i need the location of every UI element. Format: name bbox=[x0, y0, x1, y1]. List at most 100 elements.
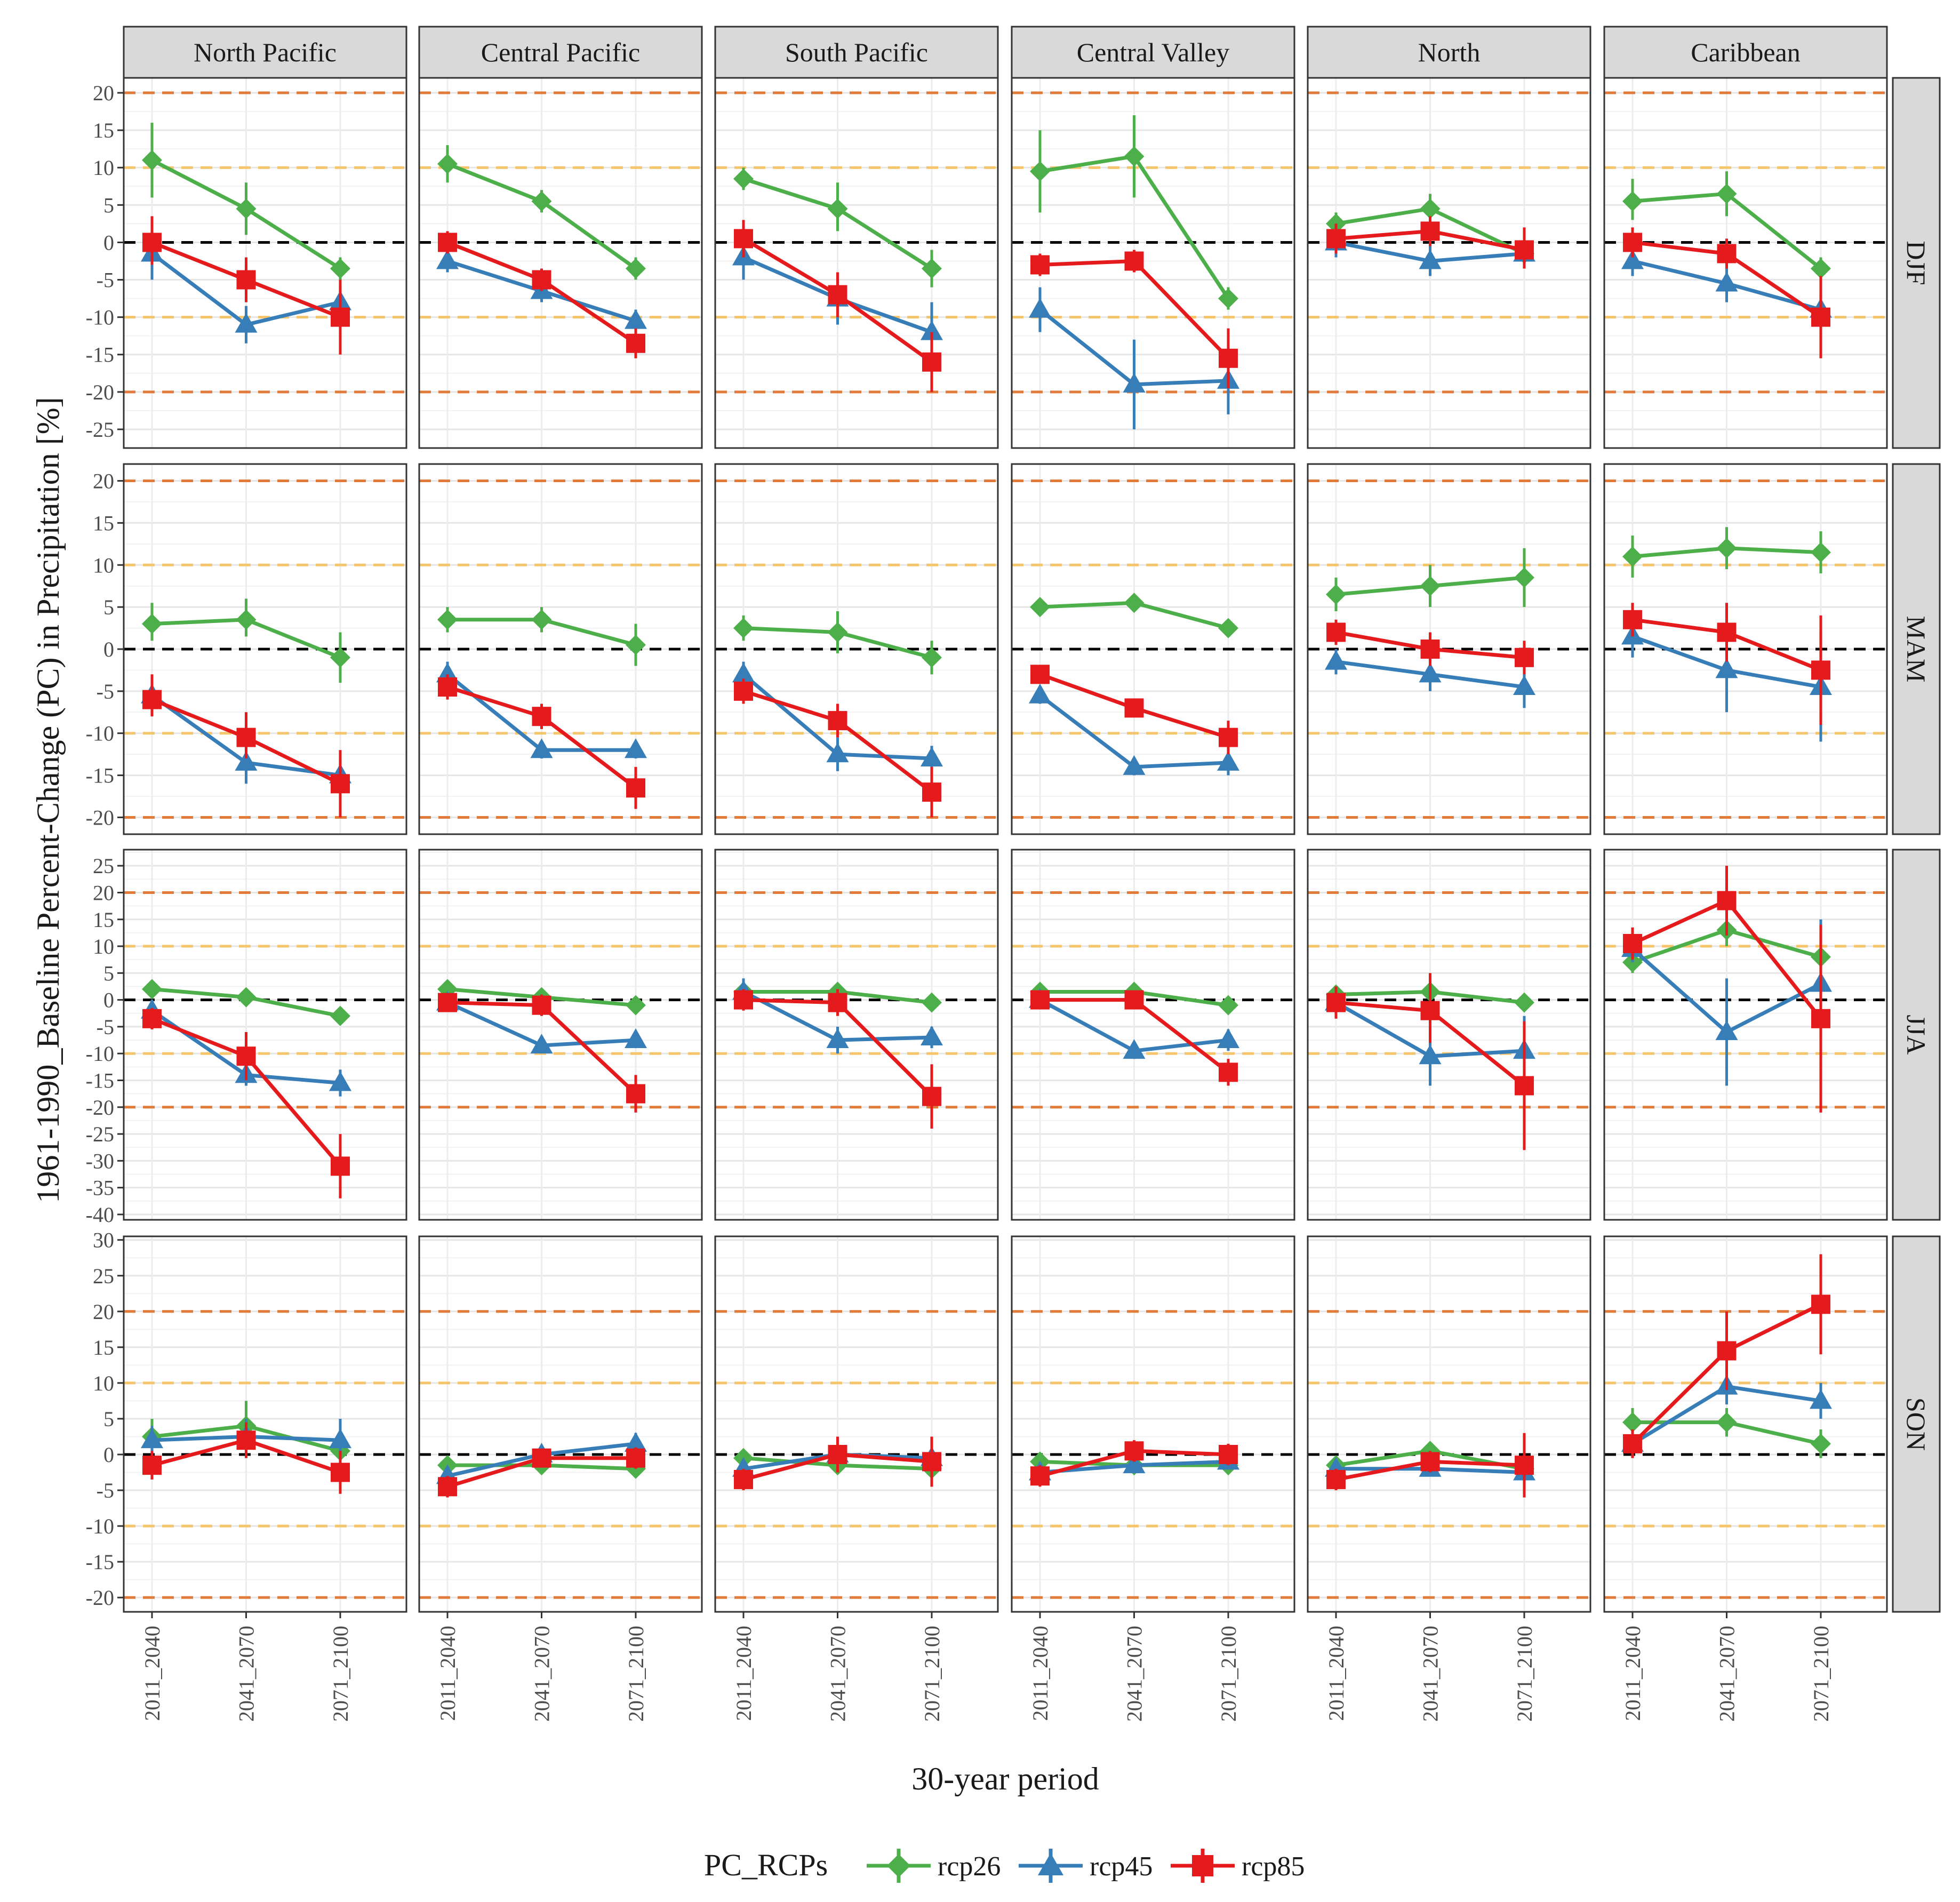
series-rcp85 bbox=[142, 216, 350, 355]
panel-border bbox=[418, 463, 703, 835]
y-tick-label: -20 bbox=[86, 805, 114, 829]
panel-bg bbox=[1604, 850, 1887, 1220]
point-rcp26 bbox=[1716, 1412, 1737, 1433]
panel-bg bbox=[124, 1236, 406, 1612]
panel-bg bbox=[715, 850, 998, 1220]
series-rcp85 bbox=[1030, 1440, 1238, 1487]
panel-border bbox=[418, 1235, 703, 1613]
y-tick-label: -5 bbox=[97, 1015, 114, 1039]
panel-son-north bbox=[1307, 1235, 1591, 1613]
point-rcp85 bbox=[532, 270, 551, 290]
series-rcp45 bbox=[1325, 649, 1535, 708]
series-rcp26 bbox=[1030, 593, 1238, 638]
point-rcp85 bbox=[236, 1046, 256, 1066]
point-rcp85 bbox=[142, 1456, 162, 1475]
y-tick-label: -15 bbox=[86, 1068, 114, 1092]
point-rcp85 bbox=[142, 233, 162, 252]
point-rcp26 bbox=[142, 979, 162, 1000]
point-rcp85 bbox=[1030, 255, 1050, 275]
series-rcp85 bbox=[1326, 1433, 1534, 1498]
y-tick-label: -5 bbox=[97, 680, 114, 704]
panel-bg bbox=[715, 1236, 998, 1612]
point-rcp45 bbox=[920, 1026, 943, 1046]
panel-border bbox=[123, 463, 407, 835]
series-rcp26 bbox=[1622, 171, 1831, 280]
panel-border bbox=[1307, 849, 1591, 1221]
point-rcp45 bbox=[1325, 650, 1347, 670]
y-tick-label: 0 bbox=[103, 1443, 114, 1467]
point-rcp85 bbox=[1420, 640, 1440, 659]
series-rcp26 bbox=[142, 979, 350, 1026]
side-strip-bg-djf bbox=[1892, 77, 1941, 449]
side-strip-mam: MAM bbox=[1892, 463, 1941, 835]
series-rcp26 bbox=[1326, 548, 1534, 612]
point-rcp85 bbox=[1218, 728, 1238, 747]
y-tick-label: 20 bbox=[93, 881, 114, 905]
point-rcp85 bbox=[828, 285, 847, 305]
panel-bg bbox=[124, 78, 406, 448]
side-strip-label-mam: MAM bbox=[1901, 616, 1931, 682]
series-rcp26 bbox=[733, 611, 942, 675]
panel-son-caribbean bbox=[1603, 1235, 1888, 1613]
y-tick-label: -20 bbox=[86, 1586, 114, 1610]
point-rcp26 bbox=[1810, 542, 1831, 563]
point-rcp85 bbox=[1811, 1009, 1830, 1028]
point-rcp85 bbox=[626, 1448, 645, 1468]
point-rcp85 bbox=[1326, 229, 1346, 249]
point-rcp45 bbox=[329, 1428, 351, 1449]
y-tick-label: 15 bbox=[93, 118, 114, 142]
point-rcp85 bbox=[532, 995, 551, 1015]
panel-son-central-valley bbox=[1011, 1235, 1295, 1613]
point-rcp85 bbox=[1124, 990, 1144, 1010]
y-tick-label: -25 bbox=[86, 1122, 114, 1146]
point-rcp85 bbox=[1030, 990, 1050, 1010]
x-tick-label: 2041_2070 bbox=[1715, 1626, 1739, 1722]
point-rcp85 bbox=[1811, 660, 1830, 680]
series-rcp85 bbox=[1326, 973, 1534, 1150]
point-rcp45 bbox=[1621, 249, 1644, 269]
point-rcp45 bbox=[732, 662, 755, 683]
point-rcp85 bbox=[438, 993, 457, 1012]
panel-border bbox=[714, 1235, 999, 1613]
point-rcp26 bbox=[330, 258, 350, 279]
panel-border bbox=[418, 849, 703, 1221]
point-rcp45 bbox=[1123, 755, 1146, 775]
point-rcp85 bbox=[438, 233, 457, 252]
strip-bg-central-valley bbox=[1011, 26, 1295, 79]
side-strip-bg-jja bbox=[1892, 849, 1941, 1221]
strip-bg-south-pacific bbox=[714, 26, 999, 79]
panel-jja-north-pacific bbox=[123, 849, 407, 1221]
y-tick-label: 25 bbox=[93, 1264, 114, 1288]
point-rcp26 bbox=[236, 987, 257, 1008]
point-rcp26 bbox=[236, 609, 257, 630]
y-tick-label: 30 bbox=[93, 1228, 114, 1252]
point-rcp85 bbox=[1717, 622, 1737, 642]
x-tick-label: 2041_2070 bbox=[530, 1626, 554, 1722]
panel-jja-caribbean bbox=[1603, 849, 1888, 1221]
point-rcp26 bbox=[531, 609, 552, 630]
point-rcp26 bbox=[1514, 992, 1534, 1013]
panel-mam-north-pacific bbox=[123, 463, 407, 835]
panel-border bbox=[123, 1235, 407, 1613]
point-rcp45 bbox=[235, 313, 258, 333]
point-rcp45 bbox=[920, 747, 943, 767]
legend-key-marker-rcp26 bbox=[887, 1854, 910, 1877]
point-rcp85 bbox=[330, 1463, 350, 1482]
panel-jja-central-valley bbox=[1011, 849, 1295, 1221]
strip-central-pacific: Central Pacific bbox=[418, 26, 703, 79]
panel-bg bbox=[1604, 78, 1887, 448]
panel-border bbox=[714, 849, 999, 1221]
legend-label-rcp26: rcp26 bbox=[938, 1851, 1001, 1882]
point-rcp85 bbox=[626, 1084, 645, 1104]
point-rcp45 bbox=[624, 738, 647, 758]
point-rcp85 bbox=[828, 1444, 847, 1464]
series-rcp85 bbox=[734, 1436, 941, 1491]
panel-border bbox=[123, 849, 407, 1221]
point-rcp26 bbox=[1716, 183, 1737, 204]
point-rcp26 bbox=[921, 258, 942, 279]
point-rcp45 bbox=[826, 742, 849, 763]
point-rcp85 bbox=[828, 993, 847, 1012]
panel-djf-north-pacific bbox=[123, 77, 407, 449]
series-rcp45 bbox=[1029, 287, 1239, 429]
